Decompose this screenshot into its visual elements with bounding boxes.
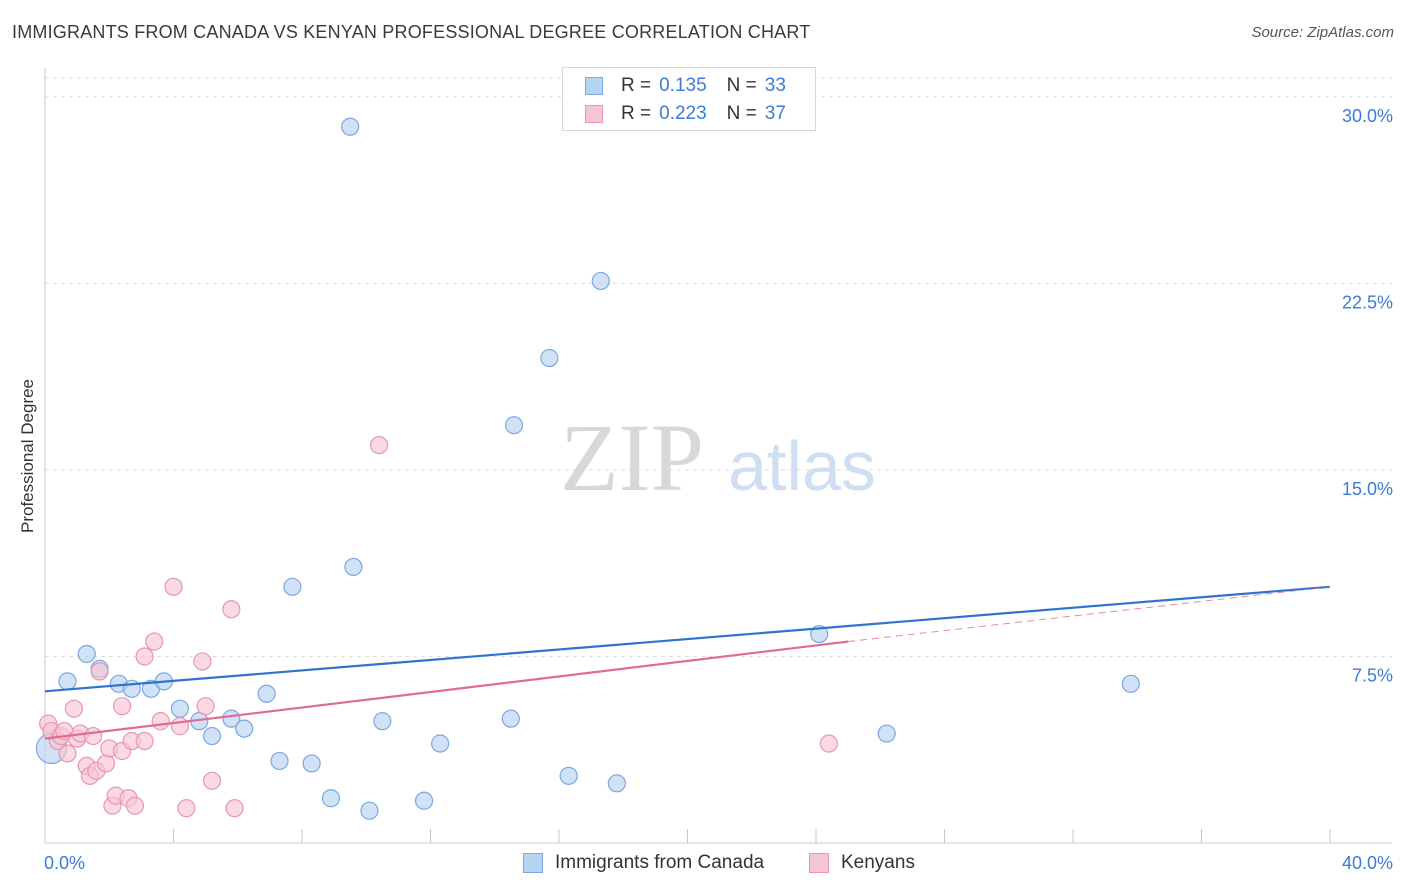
point-kenya bbox=[193, 652, 212, 671]
point-canada bbox=[591, 271, 610, 291]
legend-row-canada: R = 0.135 N = 33 bbox=[585, 73, 786, 99]
point-kenya bbox=[196, 697, 215, 716]
point-canada bbox=[77, 644, 96, 664]
point-canada bbox=[270, 751, 289, 771]
legend-r-label: R = bbox=[621, 75, 652, 96]
point-canada bbox=[877, 724, 896, 743]
legend: R = 0.135 N = 33 R = 0.223 N = 37 bbox=[562, 67, 816, 131]
legend-row-kenya: R = 0.223 N = 37 bbox=[585, 101, 786, 127]
point-canada bbox=[58, 672, 77, 691]
y-tick-label: 30.0% bbox=[1342, 106, 1393, 126]
data-points bbox=[35, 117, 1140, 820]
point-canada bbox=[504, 416, 524, 435]
chart-title: IMMIGRANTS FROM CANADA VS KENYAN PROFESS… bbox=[12, 22, 811, 42]
axes bbox=[44, 68, 1392, 844]
source-credit: Source: ZipAtlas.com bbox=[1251, 24, 1394, 41]
point-canada bbox=[501, 709, 520, 728]
point-canada bbox=[202, 726, 222, 746]
legend-n-value: 37 bbox=[764, 103, 786, 124]
point-canada bbox=[170, 699, 190, 718]
series-legend-kenya: Kenyans bbox=[809, 852, 915, 874]
series-swatch-kenya bbox=[809, 853, 829, 873]
point-kenya bbox=[58, 744, 77, 763]
point-kenya bbox=[64, 699, 84, 718]
point-canada bbox=[341, 117, 360, 136]
point-kenya bbox=[84, 726, 103, 746]
point-kenya bbox=[370, 435, 389, 455]
series-legend: Immigrants from Canada Kenyans bbox=[0, 852, 1406, 878]
watermark-atlas: atlas bbox=[728, 427, 876, 505]
point-kenya bbox=[222, 600, 241, 619]
legend-r-label: R = bbox=[621, 103, 652, 124]
point-kenya bbox=[145, 632, 164, 651]
legend-n-label: N = bbox=[726, 103, 757, 124]
point-canada bbox=[607, 774, 626, 793]
y-tick-label: 7.5% bbox=[1352, 665, 1393, 685]
trend-line-canada bbox=[44, 585, 1331, 693]
trend-line-kenya-extension bbox=[848, 586, 1331, 643]
trend-line-kenya bbox=[44, 640, 849, 740]
watermark: ZIP atlas bbox=[560, 404, 876, 511]
point-kenya bbox=[151, 712, 170, 731]
x-tick-label-min: 0.0% bbox=[44, 853, 85, 873]
point-kenya bbox=[202, 771, 222, 790]
legend-n-label: N = bbox=[726, 75, 757, 96]
point-kenya bbox=[170, 717, 190, 736]
point-canada bbox=[257, 684, 276, 703]
point-canada bbox=[222, 709, 241, 728]
point-canada bbox=[559, 766, 578, 785]
point-kenya bbox=[819, 734, 838, 753]
point-kenya bbox=[177, 799, 196, 818]
point-kenya bbox=[96, 754, 116, 773]
point-kenya bbox=[112, 697, 132, 716]
legend-r-value: 0.223 bbox=[659, 103, 707, 124]
point-canada bbox=[414, 791, 434, 810]
point-canada bbox=[321, 789, 341, 808]
point-kenya bbox=[125, 796, 145, 815]
legend-swatch-kenya bbox=[585, 105, 603, 123]
y-tick-label: 22.5% bbox=[1342, 292, 1393, 312]
point-kenya bbox=[164, 577, 183, 596]
series-name-canada: Immigrants from Canada bbox=[555, 852, 765, 873]
tick-labels: 7.5% 15.0% 22.5% 30.0% 0.0% 40.0% bbox=[44, 106, 1393, 873]
point-canada bbox=[373, 712, 392, 731]
point-canada bbox=[431, 734, 450, 753]
point-canada bbox=[1121, 674, 1140, 693]
trend-lines bbox=[44, 585, 1331, 740]
point-canada bbox=[360, 801, 379, 820]
legend-n-value: 33 bbox=[764, 75, 786, 96]
point-kenya bbox=[90, 662, 109, 681]
point-canada bbox=[283, 577, 302, 596]
y-tick-label: 15.0% bbox=[1342, 479, 1393, 499]
series-legend-canada: Immigrants from Canada bbox=[523, 852, 764, 874]
point-kenya bbox=[135, 731, 154, 751]
x-tick-label-max: 40.0% bbox=[1342, 853, 1393, 873]
series-swatch-canada bbox=[523, 853, 543, 873]
legend-swatch-canada bbox=[585, 77, 603, 95]
point-canada bbox=[235, 719, 254, 738]
point-canada bbox=[302, 754, 321, 773]
point-canada bbox=[344, 557, 363, 577]
gridlines bbox=[45, 77, 1392, 657]
series-name-kenya: Kenyans bbox=[841, 852, 915, 873]
point-canada bbox=[540, 348, 559, 368]
legend-r-value: 0.135 bbox=[659, 75, 707, 96]
point-kenya bbox=[225, 799, 244, 818]
point-kenya bbox=[135, 647, 154, 666]
point-canada bbox=[810, 624, 829, 644]
watermark-zip: ZIP bbox=[560, 404, 704, 511]
